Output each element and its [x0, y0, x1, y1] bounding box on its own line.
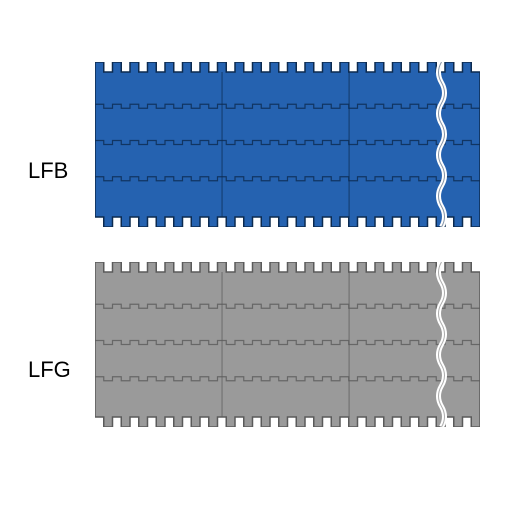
- lfg-label: LFG: [28, 357, 71, 383]
- lfb-belt: [95, 62, 480, 232]
- lfb-belt-svg: [95, 62, 480, 227]
- lfg-belt: [95, 262, 480, 432]
- lfg-belt-svg: [95, 262, 480, 427]
- lfb-label: LFB: [28, 158, 68, 184]
